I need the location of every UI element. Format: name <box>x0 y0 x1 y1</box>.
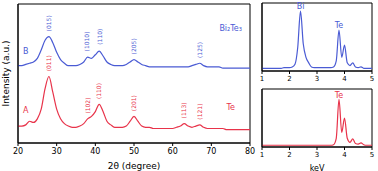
svg-text:50: 50 <box>129 147 139 156</box>
svg-text:keV: keV <box>310 164 325 171</box>
svg-text:4: 4 <box>342 151 347 159</box>
svg-text:80: 80 <box>245 147 255 156</box>
svg-text:40: 40 <box>90 147 100 156</box>
svg-text:Bi₂Te₃: Bi₂Te₃ <box>219 24 242 33</box>
svg-text:(201): (201) <box>130 95 137 111</box>
svg-text:(1010): (1010) <box>83 31 90 51</box>
svg-text:Te: Te <box>334 91 344 100</box>
svg-text:(110): (110) <box>96 29 103 45</box>
svg-text:(102): (102) <box>84 97 91 113</box>
svg-text:(121): (121) <box>196 104 203 120</box>
svg-text:20: 20 <box>13 147 23 156</box>
svg-text:3: 3 <box>315 151 319 159</box>
svg-text:2θ (degree): 2θ (degree) <box>108 161 161 171</box>
svg-text:2: 2 <box>287 75 291 83</box>
svg-text:(205): (205) <box>130 38 137 54</box>
svg-text:B: B <box>23 47 29 56</box>
svg-text:Te: Te <box>225 103 235 112</box>
svg-text:4: 4 <box>342 75 347 83</box>
svg-text:(113): (113) <box>180 102 187 118</box>
svg-text:5: 5 <box>370 151 371 159</box>
svg-text:2: 2 <box>287 151 291 159</box>
svg-text:1: 1 <box>260 75 264 83</box>
svg-text:3: 3 <box>315 75 319 83</box>
svg-text:5: 5 <box>370 75 371 83</box>
svg-text:30: 30 <box>52 147 62 156</box>
svg-text:(125): (125) <box>196 42 203 58</box>
svg-text:70: 70 <box>206 147 216 156</box>
svg-text:(110): (110) <box>95 83 102 99</box>
svg-text:1: 1 <box>260 151 264 159</box>
svg-text:A: A <box>23 106 29 115</box>
svg-text:Intensity (a.u.): Intensity (a.u.) <box>8 41 11 107</box>
svg-text:(015): (015) <box>45 15 52 31</box>
svg-text:Bi: Bi <box>297 2 305 11</box>
svg-text:60: 60 <box>168 147 178 156</box>
svg-text:(011): (011) <box>45 55 52 71</box>
svg-text:Te: Te <box>334 21 344 30</box>
